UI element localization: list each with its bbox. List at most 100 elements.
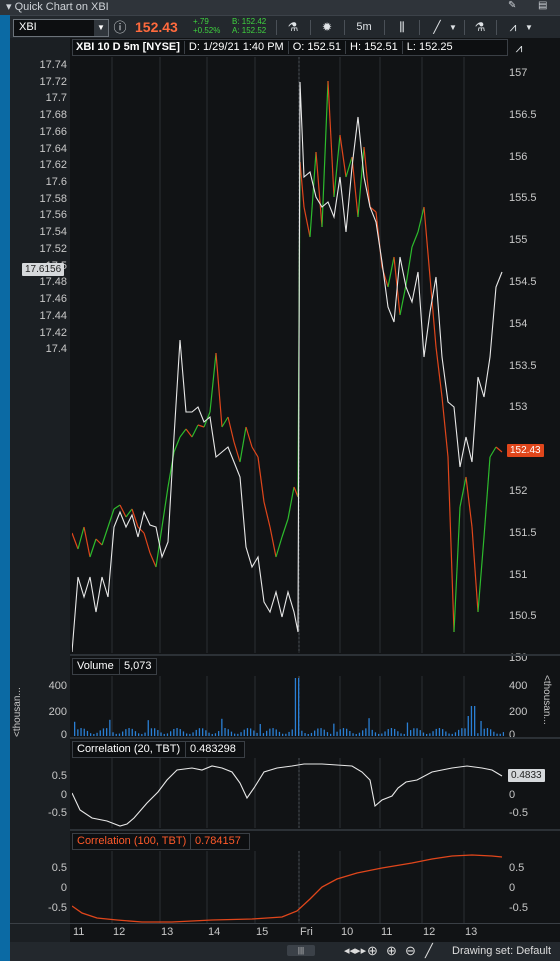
volume-axis-tick: 200 <box>48 706 67 718</box>
corr20-plot[interactable] <box>72 758 504 828</box>
volume-bar <box>106 728 108 736</box>
volume-bar <box>186 733 188 736</box>
change-pct: +0.52% <box>193 26 221 35</box>
volume-bar <box>182 731 185 736</box>
price-segment <box>245 426 253 448</box>
gear-icon[interactable]: ✹ <box>321 20 333 34</box>
price-segment <box>155 526 163 568</box>
scroll-arrows-icon[interactable]: ◂◂▸▸ <box>344 945 367 957</box>
volume-axis-tick: 400 <box>48 680 67 692</box>
volume-bar <box>390 728 393 736</box>
volume-bar <box>112 732 114 736</box>
chevron-down-icon[interactable]: ▼ <box>449 23 457 32</box>
corr100-axis-tick: 0 <box>60 882 67 894</box>
price-segment <box>435 346 443 398</box>
volume-bar <box>438 728 441 736</box>
volume-bar <box>93 733 95 736</box>
symbol-input[interactable]: XBI ▼ <box>13 19 109 37</box>
right-axis-tick: 151 <box>509 568 528 581</box>
crosshair-icon[interactable]: ⊕ <box>367 943 378 958</box>
panel-divider[interactable] <box>70 654 560 656</box>
panel-divider[interactable] <box>70 737 560 739</box>
volume-bar <box>403 733 405 736</box>
left-axis-tick: 17.46 <box>39 293 67 306</box>
toolbar-divider <box>419 20 420 35</box>
timeframe-button[interactable]: 5m <box>356 21 372 33</box>
volume-bar <box>294 678 297 736</box>
zoom-in-icon[interactable]: ⊕ <box>386 943 397 958</box>
studies-icon[interactable]: ⚗ <box>287 20 299 34</box>
volume-axis-tick: 400 <box>509 680 528 692</box>
volume-bar <box>166 733 169 736</box>
volume-bar <box>349 730 351 736</box>
drawing-tool-icon[interactable]: ╱ <box>425 943 433 958</box>
window-title: ▾ Quick Chart on XBI <box>6 1 109 13</box>
corr100-plot[interactable] <box>72 851 504 923</box>
price-segment <box>471 526 479 613</box>
volume-bar <box>384 731 386 736</box>
price-segment <box>137 526 145 534</box>
volume-bar <box>317 728 319 736</box>
time-axis-tick: 12 <box>423 926 436 938</box>
price-segment <box>357 146 365 218</box>
chevron-down-icon[interactable]: ▼ <box>525 23 533 32</box>
chart-style-icon[interactable]: ⩘ <box>509 20 517 34</box>
corr100-axis-tick: 0.5 <box>51 862 67 874</box>
volume-bar <box>170 731 172 736</box>
chevron-down-icon[interactable]: ▼ <box>94 20 108 36</box>
price-left-axis: 17.74 17.72 17.7 17.68 17.66 17.64 17.62 17.6 17… <box>10 57 70 653</box>
left-gutter <box>10 38 70 958</box>
volume-bar <box>410 730 412 736</box>
volume-bar <box>221 718 223 736</box>
right-axis-tick: 156 <box>509 150 528 163</box>
info-icon[interactable]: ⓘ <box>113 20 127 35</box>
window-edge <box>0 15 10 961</box>
panel-divider[interactable] <box>70 829 560 831</box>
window-titlebar: ▾ Quick Chart on XBI ✎ ▤ <box>0 0 560 16</box>
volume-bar <box>320 728 322 736</box>
volume-bar <box>160 732 162 736</box>
volume-unit-label-left: <thousan... <box>12 687 23 737</box>
price-segment <box>191 424 199 438</box>
zoom-out-icon[interactable]: ⊖ <box>405 943 416 958</box>
flask-icon[interactable]: ⚗ <box>474 20 486 34</box>
volume-bar <box>288 731 290 736</box>
price-segment <box>125 508 133 518</box>
price-segment <box>77 526 85 550</box>
volume-bar <box>240 732 242 736</box>
price-segment <box>197 424 205 428</box>
drawing-line-icon[interactable]: ╱ <box>433 20 441 34</box>
left-axis-tick: 17.74 <box>39 59 67 71</box>
volume-bar <box>432 731 434 736</box>
volume-bar <box>272 728 274 736</box>
volume-bar <box>218 731 220 736</box>
corr100-header: Correlation (100, TBT) <box>72 833 197 850</box>
drawing-set-label[interactable]: Drawing set: Default <box>452 945 552 957</box>
volume-bar <box>406 722 409 736</box>
price-segment <box>72 532 79 550</box>
price-plot[interactable] <box>72 57 504 653</box>
volume-bar <box>355 733 357 736</box>
corr100-line <box>72 854 503 923</box>
price-segment <box>131 508 139 528</box>
menu-icon[interactable]: ▤ <box>538 0 548 11</box>
volume-bar <box>291 729 293 736</box>
volume-bar <box>125 729 127 736</box>
scroll-handle[interactable]: ||| <box>287 945 315 956</box>
expand-icon[interactable]: ⩘ <box>515 41 523 55</box>
volume-label: Volume <box>77 660 114 672</box>
pin-icon[interactable]: ✎ <box>508 0 517 11</box>
volume-plot[interactable] <box>72 676 504 736</box>
candles-icon[interactable]: ⫼ <box>399 20 405 34</box>
corr20-marker: 0.4833 <box>508 769 545 782</box>
volume-bar <box>147 720 149 736</box>
right-axis-tick: 157 <box>509 67 528 79</box>
chart-toolbar: XBI ▼ ⓘ 152.43 +.79 +0.52% B: 152.42 A: 15… <box>10 16 560 39</box>
price-segment <box>387 256 395 288</box>
time-axis-tick: 11 <box>381 926 393 938</box>
left-axis-tick: 17.7 <box>45 92 67 105</box>
price-segment <box>339 134 347 178</box>
volume-bar <box>154 728 156 736</box>
price-segment <box>333 134 341 198</box>
corr20-label: Correlation (20, TBT) <box>77 743 181 755</box>
